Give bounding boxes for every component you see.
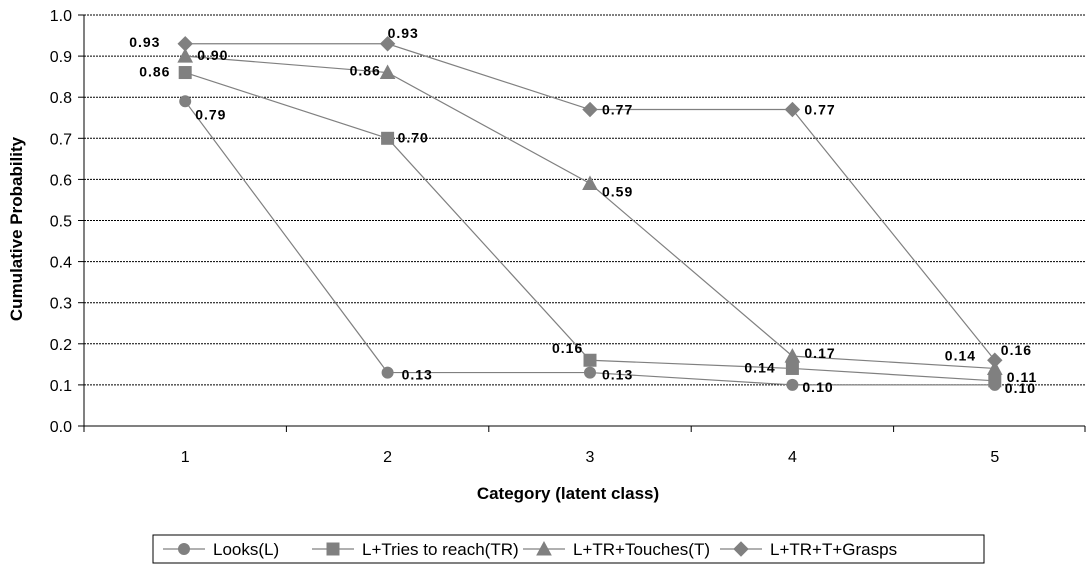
x-tick-label: 4	[788, 449, 797, 466]
y-tick-label: 1.0	[50, 8, 72, 25]
legend-marker	[733, 541, 749, 557]
data-point	[986, 360, 1003, 375]
data-point	[583, 353, 597, 367]
y-tick-label: 0.8	[50, 90, 72, 107]
y-tick-label: 0.5	[50, 214, 72, 231]
grid-lines	[84, 14, 1085, 386]
data-point	[582, 101, 598, 118]
legend: Looks(L) L+Tries to reach(TR) L+TR+Touches…	[152, 534, 985, 564]
data-label: 0.79	[195, 106, 226, 122]
y-tick-label: 0.2	[50, 337, 72, 354]
data-point	[785, 361, 799, 375]
data-point	[784, 348, 801, 363]
data-label: 0.77	[602, 102, 633, 118]
data-point	[379, 36, 396, 52]
series-1	[178, 66, 1002, 388]
legend-item: L+TR+T+Grasps	[720, 540, 897, 559]
data-label: 0.90	[197, 47, 228, 63]
data-label: 0.70	[398, 129, 429, 145]
x-tick-label: 1	[181, 449, 190, 466]
y-tick-label: 0.7	[50, 131, 72, 148]
data-point	[584, 366, 596, 379]
y-tick-label: 0.6	[50, 172, 72, 189]
series-layer	[177, 36, 1003, 391]
y-tick-label: 0.1	[50, 378, 72, 395]
legend-item: Looks(L)	[163, 540, 279, 559]
data-point	[786, 378, 799, 391]
data-point	[582, 175, 598, 191]
data-label: 0.10	[1005, 380, 1036, 396]
data-point	[988, 374, 1002, 388]
data-label: 0.59	[602, 184, 633, 200]
data-point	[381, 366, 394, 379]
legend-marker	[326, 542, 340, 556]
series-line	[185, 43, 996, 361]
series-line	[185, 71, 995, 382]
x-tick-label: 3	[586, 449, 595, 466]
data-point	[784, 101, 801, 118]
series-2	[177, 48, 1003, 375]
x-axis-title: Category (latent class)	[477, 484, 659, 503]
y-tick-label: 0.9	[50, 49, 72, 66]
legend-label: Looks(L)	[213, 540, 279, 559]
legend-item: L+TR+Touches(T)	[523, 540, 710, 559]
legend-label: L+TR+Touches(T)	[573, 540, 710, 559]
series-3	[177, 36, 1003, 368]
legend-items: Looks(L) L+Tries to reach(TR) L+TR+Touches…	[163, 540, 897, 559]
data-point	[177, 36, 193, 52]
data-point	[179, 95, 192, 108]
data-label: 0.86	[139, 64, 170, 80]
legend-label: L+TR+T+Grasps	[770, 540, 897, 559]
data-labels: 0.79 0.13 0.13 0.10 0.10 0.86 0.70 0.16 0.14 0.11…	[129, 25, 1037, 396]
data-label: 0.16	[1001, 342, 1032, 358]
data-point	[987, 352, 1003, 368]
data-point	[379, 64, 396, 80]
data-point	[177, 48, 194, 63]
legend-label: L+Tries to reach(TR)	[362, 540, 519, 559]
series-line	[184, 100, 995, 386]
y-tick-label: 0.4	[50, 255, 72, 272]
data-point	[178, 66, 192, 80]
legend-item: L+Tries to reach(TR)	[312, 540, 519, 559]
axes: 0.0 0.1 0.2 0.3 0.4 0.5 0.6 0.7 0.8 0.9 1.0 1 2 3 4 5	[50, 8, 1086, 466]
series-0	[179, 95, 1001, 391]
data-label: 0.10	[802, 379, 833, 395]
data-label: 0.93	[129, 34, 160, 50]
data-label: 0.14	[945, 347, 976, 363]
data-label: 0.86	[350, 63, 381, 79]
data-label: 0.14	[744, 359, 775, 375]
y-tick-label: 0.3	[50, 296, 72, 313]
legend-box	[152, 534, 985, 564]
data-label: 0.13	[402, 367, 433, 383]
data-label: 0.11	[1007, 369, 1037, 385]
data-label: 0.93	[388, 25, 419, 41]
legend-marker	[178, 543, 190, 555]
x-tick-label: 5	[990, 449, 999, 466]
y-tick-label: 0.0	[50, 419, 72, 436]
data-label: 0.77	[804, 102, 835, 118]
legend-marker	[536, 540, 552, 556]
data-label: 0.16	[552, 340, 583, 356]
data-label: 0.17	[804, 345, 835, 361]
x-tick-label: 2	[383, 449, 392, 466]
data-label: 0.13	[602, 367, 633, 383]
data-point	[381, 131, 395, 145]
y-axis-title: Cumulative Probability	[7, 136, 26, 321]
